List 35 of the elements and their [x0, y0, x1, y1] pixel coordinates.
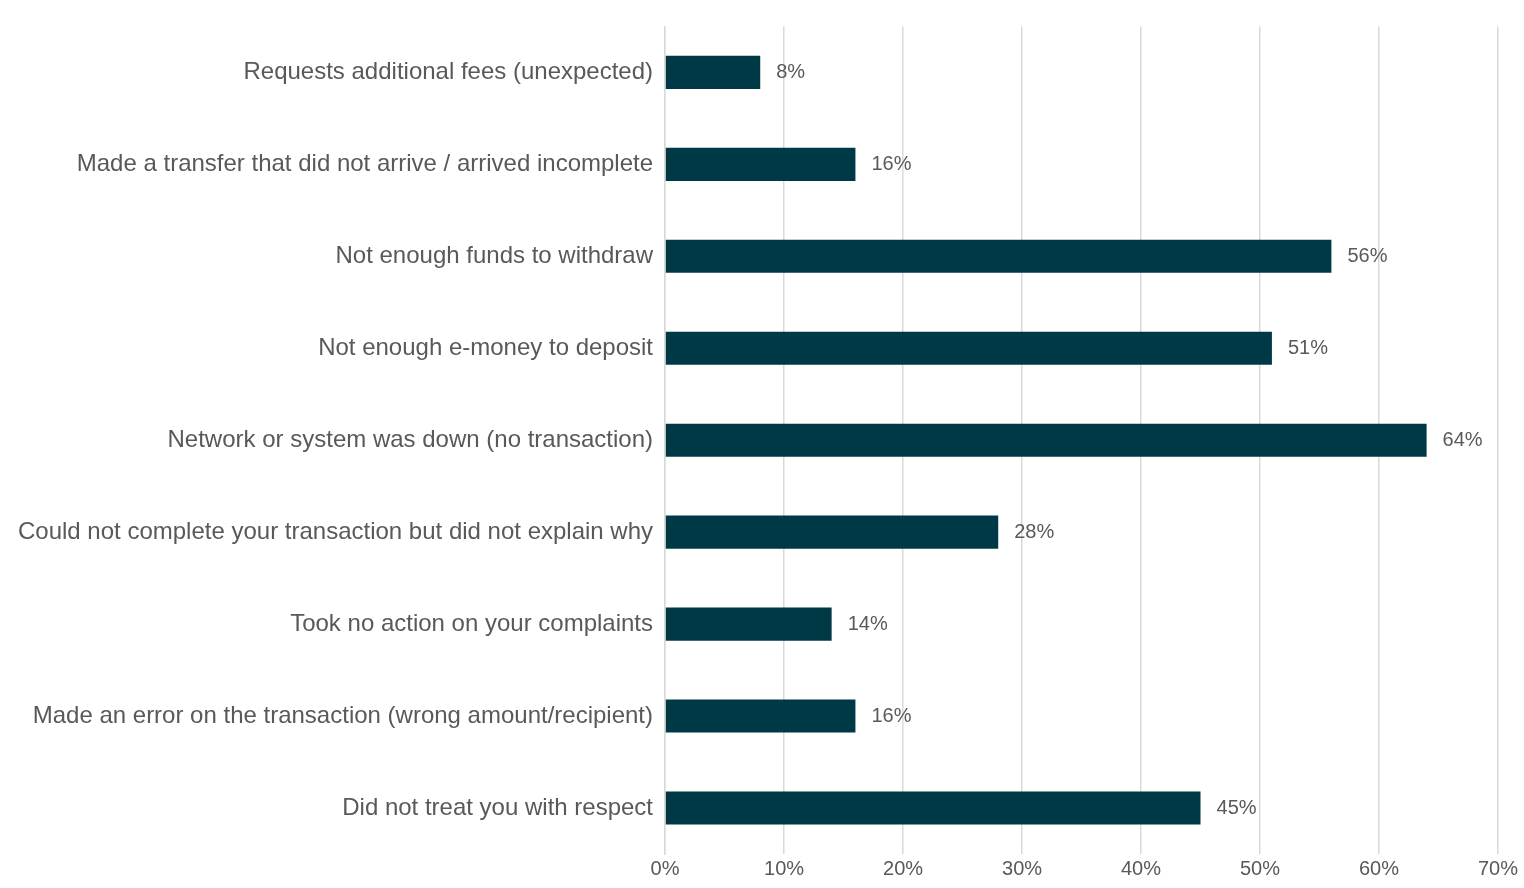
y-tick-label: Requests additional fees (unexpected) — [243, 57, 654, 84]
data-label: 64% — [1442, 427, 1483, 450]
bar — [665, 607, 832, 641]
x-tick-label: 30% — [1002, 856, 1043, 879]
bar — [665, 791, 1201, 825]
data-label: 51% — [1287, 335, 1329, 358]
bar — [665, 699, 856, 733]
x-tick-label: 60% — [1358, 856, 1400, 879]
x-tick-label: 70% — [1477, 856, 1519, 879]
bar — [665, 331, 1272, 365]
data-label: 14% — [847, 611, 888, 634]
bar — [665, 55, 761, 89]
y-tick-label: Network or system was down (no transaction) — [167, 424, 654, 452]
y-tick-label: Took no action on your complaints — [290, 608, 654, 636]
y-tick-label: Made a transfer that did not arrive / arrived incomplete — [76, 148, 654, 176]
y-tick-label: Did not treat you with respect — [342, 792, 654, 820]
x-tick-label: 50% — [1240, 856, 1281, 879]
y-tick-label: Not enough e-money to deposit — [318, 332, 654, 360]
y-tick-label: Made an error on the transaction (wrong amount/recipient) — [32, 700, 654, 728]
data-label: 16% — [871, 703, 912, 726]
data-label: 45% — [1216, 795, 1257, 818]
y-tick-label: Could not complete your transaction but did not explain why — [17, 516, 654, 544]
bar — [665, 423, 1427, 457]
y-tick-label: Not enough funds to withdraw — [335, 240, 654, 268]
bar — [665, 515, 999, 549]
bar — [665, 239, 1332, 273]
bar — [665, 147, 856, 181]
data-label: 56% — [1347, 243, 1388, 266]
data-label: 28% — [1014, 519, 1055, 542]
x-tick-label: 20% — [883, 856, 924, 879]
x-tick-label: 10% — [764, 856, 805, 879]
data-label: 8% — [776, 59, 806, 82]
x-tick-label: 40% — [1121, 856, 1162, 879]
data-label: 16% — [871, 151, 912, 174]
x-tick-label: 0% — [650, 856, 680, 879]
